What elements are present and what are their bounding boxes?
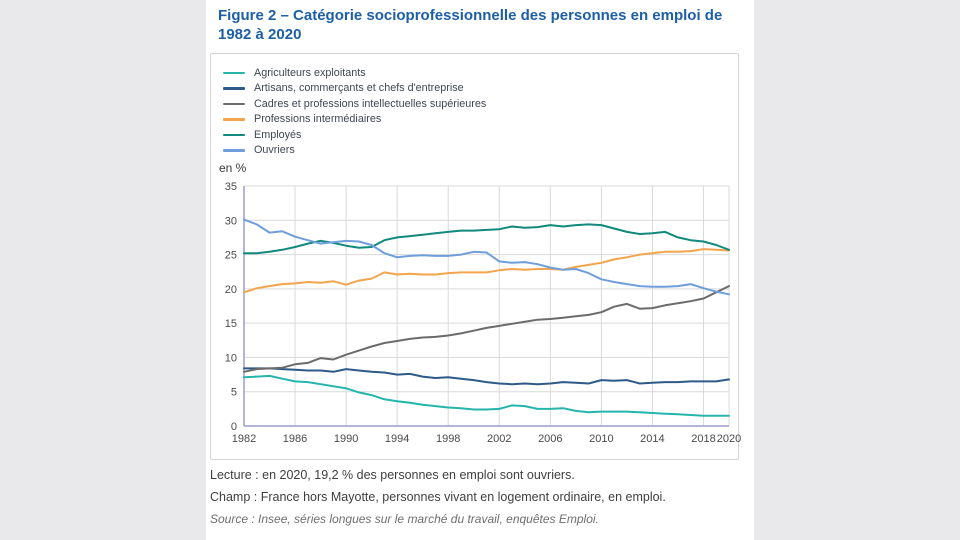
y-tick-label: 10	[225, 352, 237, 364]
legend-label: Agriculteurs exploitants	[254, 66, 366, 79]
legend-item: Cadres et professions intellectuelles su…	[223, 96, 738, 112]
y-tick-label: 0	[231, 421, 237, 433]
legend-line-swatch	[223, 87, 245, 90]
series-line	[243, 218, 730, 296]
series-line	[243, 374, 730, 417]
x-tick-label: 1982	[232, 433, 256, 445]
figure-title: Figure 2 – Catégorie socioprofessionnell…	[218, 7, 723, 43]
series-line	[243, 285, 730, 373]
legend-line-swatch	[223, 133, 245, 136]
line-chart: 0 5 10 15 20 25 30 35 1982 1986 1990 1994 1998 2002 20…	[225, 181, 741, 445]
x-tick-label: 2018	[691, 433, 715, 445]
source-note: Source : Insee, séries longues sur le ma…	[210, 512, 599, 526]
legend-label: Artisans, commerçants et chefs d'entrepr…	[254, 82, 464, 95]
legend-item: Agriculteurs exploitants	[223, 65, 738, 81]
y-tick-label: 30	[225, 215, 237, 227]
legend-line-swatch	[223, 71, 245, 74]
y-axis-unit-label: en %	[219, 161, 247, 175]
x-tick-label: 1986	[283, 433, 307, 445]
figure-box: Agriculteurs exploitants Artisans, commer…	[210, 53, 741, 460]
legend-label: Employés	[254, 128, 302, 141]
content-column: Figure 2 – Catégorie socioprofessionnell…	[206, 0, 754, 540]
champ-note: Champ : France hors Mayotte, personnes v…	[210, 490, 666, 504]
series-line	[243, 367, 730, 386]
x-tick-label: 1994	[385, 433, 409, 445]
y-tick-label: 35	[225, 181, 237, 193]
series-line	[243, 248, 730, 294]
legend-item: Artisans, commerçants et chefs d'entrepr…	[223, 81, 738, 97]
legend-label: Ouvriers	[254, 144, 295, 157]
legend-line-swatch	[223, 118, 245, 121]
x-tick-label: 1998	[436, 433, 460, 445]
x-tick-label: 1990	[334, 433, 358, 445]
x-tick-label: 2014	[640, 433, 664, 445]
x-tick-label: 2006	[538, 433, 562, 445]
series-line	[243, 223, 730, 255]
legend-line-swatch	[223, 149, 245, 152]
legend-item: Professions intermédiaires	[223, 112, 738, 128]
y-tick-label: 25	[225, 250, 237, 262]
x-tick-label: 2020	[717, 433, 741, 445]
lecture-note: Lecture : en 2020, 19,2 % des personnes …	[210, 468, 575, 482]
x-tick-label: 2010	[589, 433, 613, 445]
chart-legend: Agriculteurs exploitants Artisans, commer…	[211, 54, 738, 158]
legend-label: Cadres et professions intellectuelles su…	[254, 97, 487, 110]
x-tick-label: 2002	[487, 433, 511, 445]
y-tick-label: 20	[225, 284, 237, 296]
y-tick-label: 5	[231, 387, 237, 399]
legend-item: Employés	[223, 127, 738, 143]
legend-label: Professions intermédiaires	[254, 113, 382, 126]
legend-item: Ouvriers	[223, 143, 738, 159]
legend-line-swatch	[223, 102, 245, 105]
y-tick-label: 15	[225, 318, 237, 330]
